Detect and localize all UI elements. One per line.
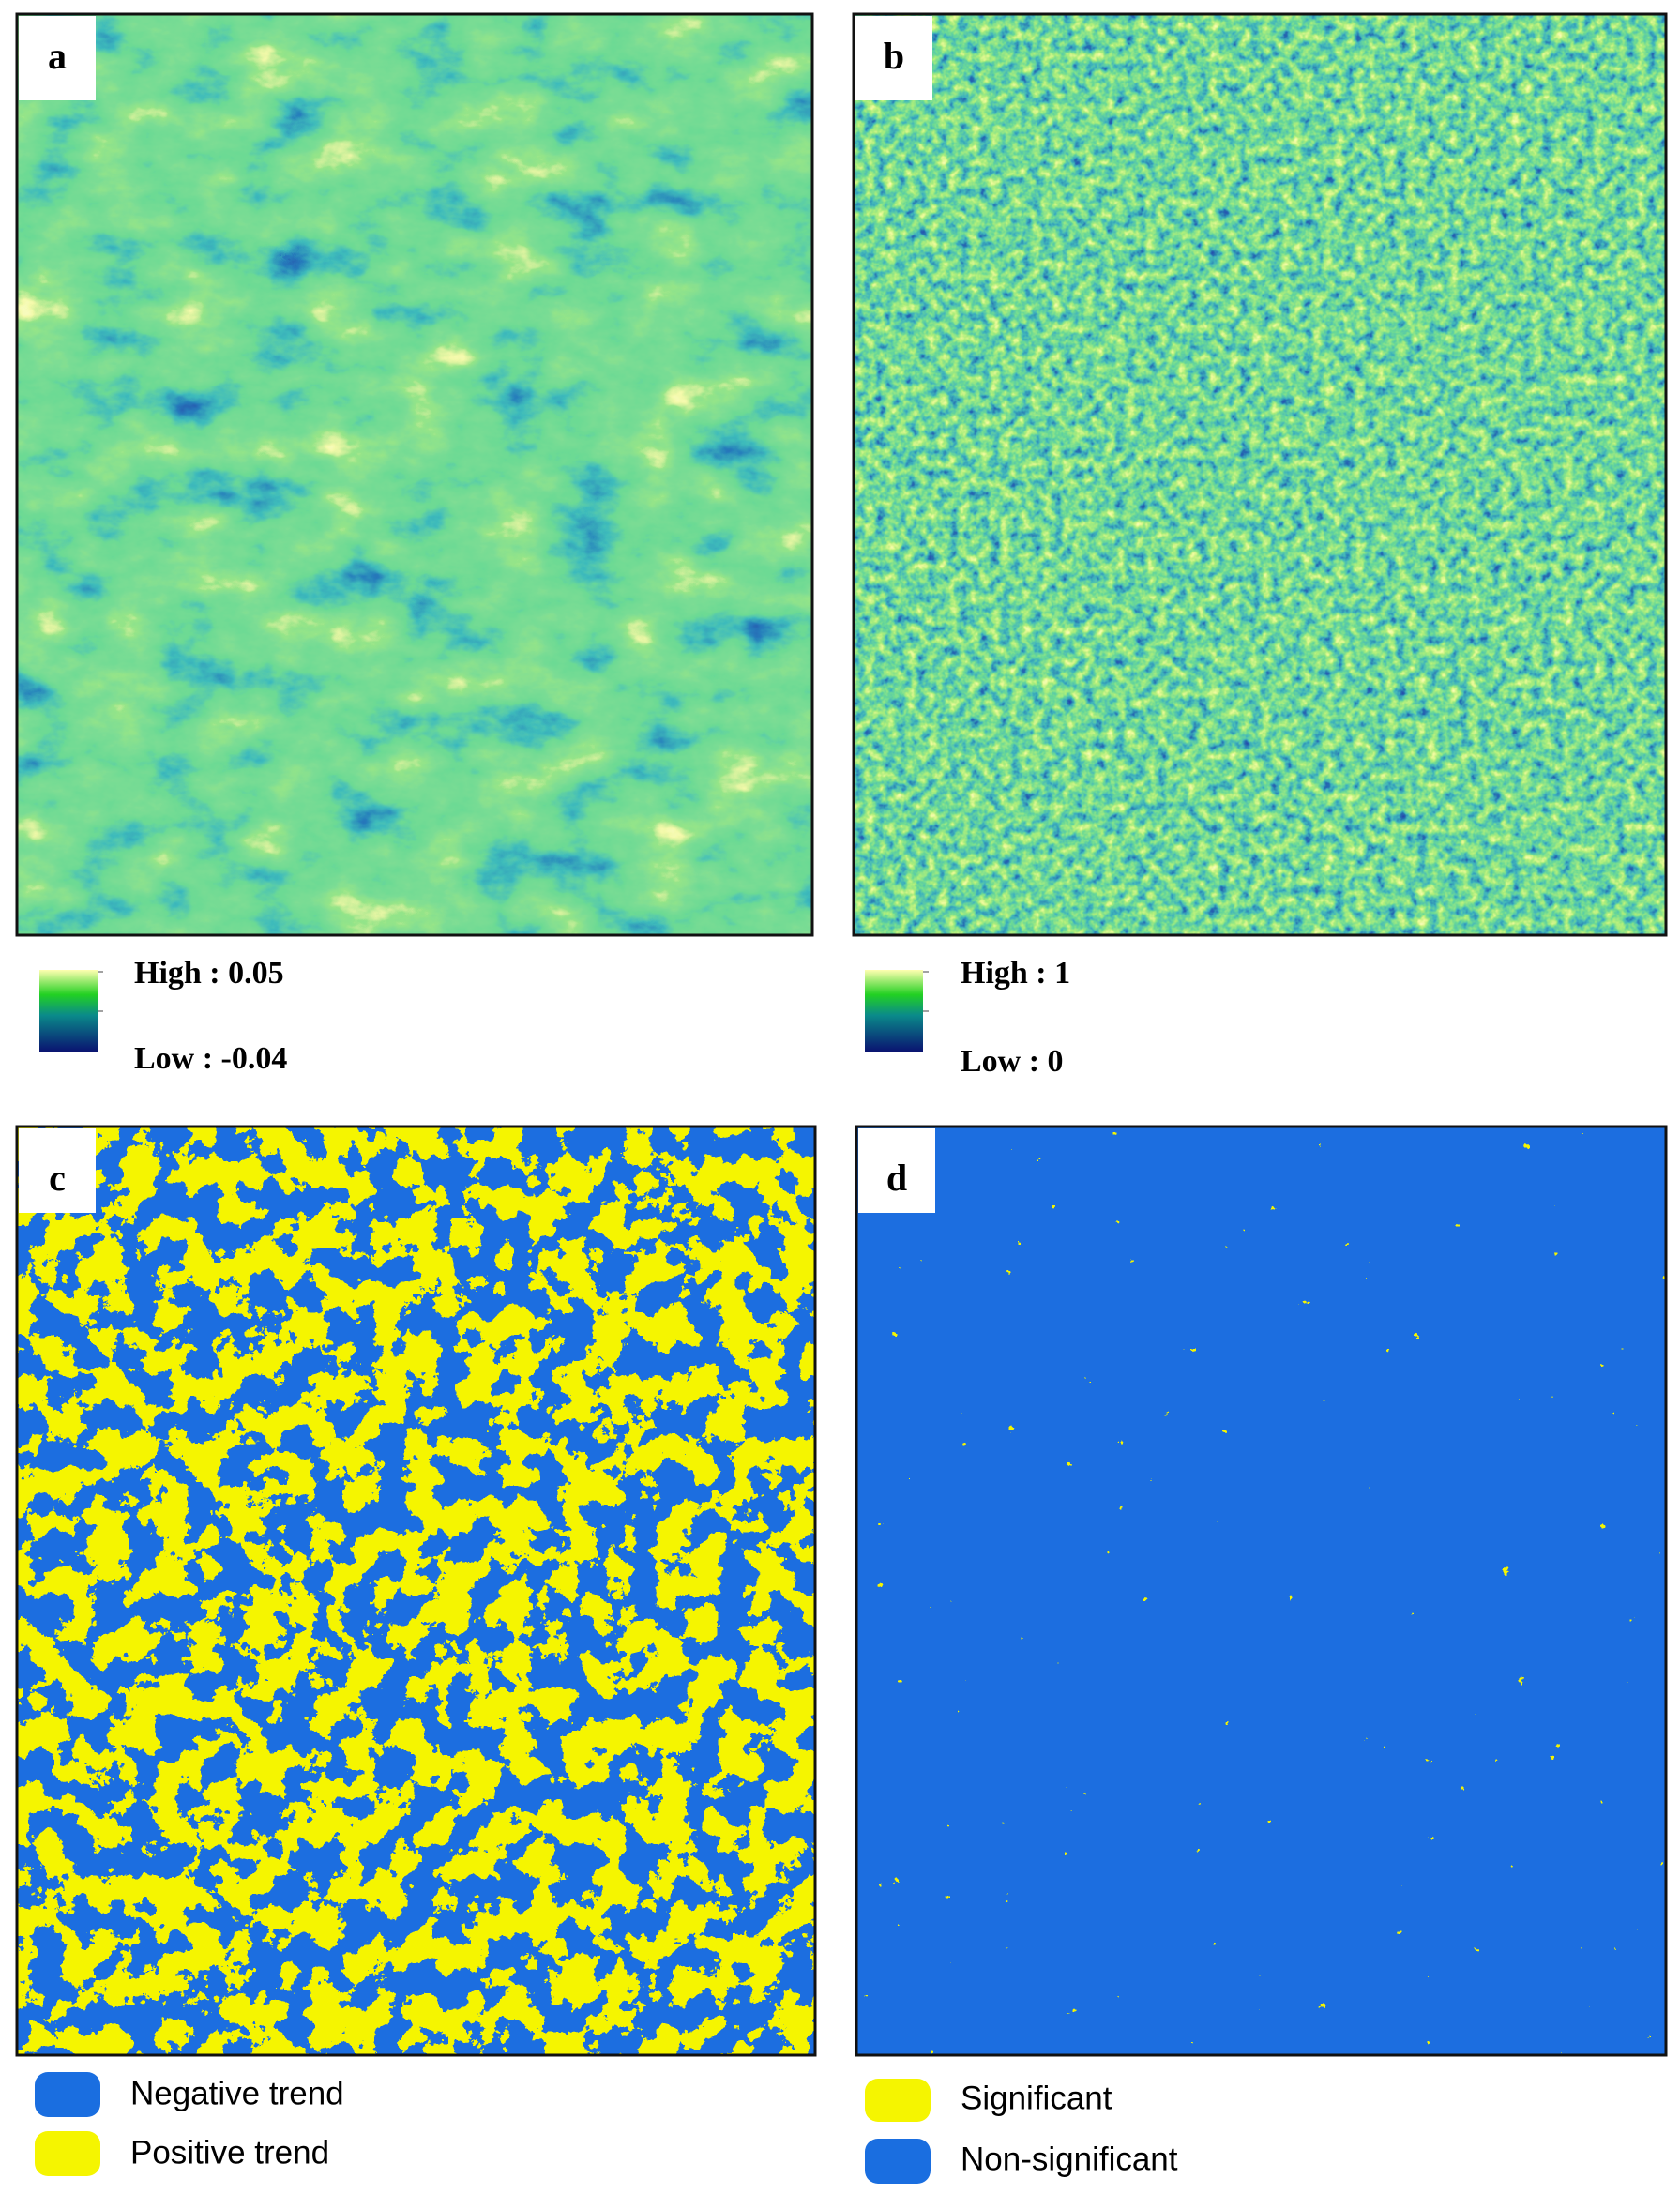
label-box: [19, 16, 96, 100]
panel-label: a: [48, 35, 67, 77]
legend-text: Positive trend: [130, 2134, 329, 2171]
label-box: [858, 1128, 935, 1213]
legend-text: Non-significant: [961, 2141, 1178, 2177]
legend-high: High : 1: [961, 956, 1070, 991]
panel-label: b: [884, 35, 904, 77]
map-frame: [852, 12, 1668, 937]
legend-swatch: [35, 2072, 100, 2117]
map-d: [856, 1127, 1666, 2055]
color-ramp: [865, 970, 923, 1052]
map-b: [854, 14, 1666, 935]
legend-low: Low : 0: [961, 1044, 1064, 1079]
map-frame: [855, 1125, 1668, 2057]
map-c: [17, 1127, 815, 2055]
legend-text: Significant: [961, 2080, 1112, 2116]
legend-high: High : 0.05: [134, 956, 284, 991]
color-ramp: [39, 970, 98, 1052]
legend-swatch: [35, 2131, 100, 2176]
map-frame: [15, 12, 814, 937]
legend-text: Negative trend: [130, 2075, 344, 2111]
label-box: [19, 1128, 96, 1213]
panel-label: c: [49, 1157, 66, 1199]
legend-low: Low : -0.04: [134, 1041, 287, 1076]
legend-swatch: [865, 2139, 931, 2184]
panel-label: d: [886, 1157, 907, 1199]
map-a: [17, 14, 812, 935]
label-box: [855, 16, 932, 100]
legend-swatch: [865, 2079, 931, 2122]
map-frame: [15, 1125, 817, 2057]
